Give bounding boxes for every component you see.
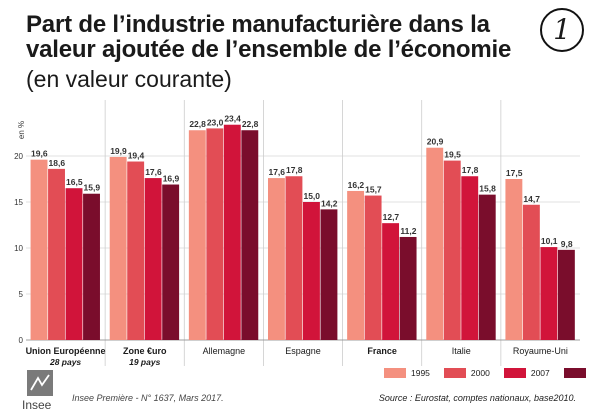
data-label: 22,8: [189, 119, 206, 129]
bar-2015: [83, 193, 100, 340]
data-label: 19,9: [110, 146, 127, 156]
legend-label: 1995: [411, 368, 430, 378]
legend-item-2015: 2015: [563, 368, 590, 378]
bar-2007: [144, 178, 162, 340]
data-label: 14,2: [321, 198, 338, 208]
bar-2007: [223, 124, 241, 340]
y-tick-label: 10: [14, 244, 23, 253]
data-label: 15,9: [84, 183, 101, 193]
figure-number-badge: 1: [540, 8, 584, 52]
data-label: 14,7: [523, 194, 540, 204]
data-label: 19,6: [31, 149, 48, 159]
bar-2007: [461, 176, 479, 340]
bar-2000: [127, 161, 145, 340]
bar-2007: [65, 188, 83, 340]
data-label: 19,4: [128, 151, 145, 161]
legend-swatch: [384, 368, 406, 378]
insee-logo-text: Insee: [22, 398, 52, 412]
data-label: 17,5: [506, 168, 523, 178]
data-label: 19,5: [444, 150, 461, 160]
bar-2015: [320, 209, 338, 340]
source-note: Source : Eurostat, comptes nationaux, ba…: [378, 393, 576, 403]
legend-label: 2007: [530, 368, 550, 378]
data-label: 16,5: [66, 177, 83, 187]
legend-swatch: [443, 368, 466, 378]
category-sublabel: 28 pays: [49, 357, 81, 367]
legend-label: 2000: [470, 368, 490, 378]
category-label: France: [367, 346, 397, 356]
bar-2015: [241, 130, 259, 340]
publication-note: Insee Première - N° 1637, Mars 2017.: [72, 393, 224, 403]
y-axis-label: en %: [17, 121, 26, 139]
category-label: Allemagne: [203, 346, 246, 356]
y-tick-label: 20: [14, 152, 23, 161]
legend: 1995 2000 2007 2015: [384, 368, 590, 378]
bar-2000: [522, 204, 540, 340]
legend-item-2007: 2007: [503, 368, 550, 378]
data-label: 16,2: [348, 180, 365, 190]
bar-2000: [285, 176, 303, 340]
bar-1995: [426, 147, 444, 340]
data-label: 17,6: [145, 167, 162, 177]
data-label: 10,1: [541, 236, 558, 246]
data-label: 15,7: [365, 185, 382, 195]
category-label: Union Européenne: [26, 346, 106, 356]
data-label: 11,2: [400, 226, 416, 236]
category-label: Zone €uro: [123, 346, 167, 356]
category-sublabel: 19 pays: [129, 357, 160, 367]
data-label: 16,9: [163, 174, 180, 184]
insee-logo-mark: [27, 370, 53, 396]
data-label: 22,8: [242, 119, 259, 129]
data-label: 9,8: [561, 239, 573, 249]
bar-2000: [443, 160, 461, 340]
bar-1995: [30, 159, 48, 340]
bar-2015: [399, 236, 417, 340]
bar-1995: [188, 130, 206, 340]
bar-2015: [557, 249, 575, 340]
data-label: 17,6: [268, 167, 285, 177]
data-label: 18,6: [49, 158, 66, 168]
y-tick-label: 15: [14, 198, 23, 207]
data-label: 12,7: [383, 212, 400, 222]
chart-subtitle: (en valeur courante): [26, 66, 232, 92]
data-label: 23,0: [207, 117, 224, 127]
legend-swatch: [503, 368, 526, 378]
data-label: 17,8: [286, 165, 303, 175]
legend-item-2000: 2000: [443, 368, 490, 378]
data-label: 20,9: [427, 137, 444, 147]
data-label: 17,8: [462, 165, 479, 175]
category-label: Royaume-Uni: [513, 346, 568, 356]
data-label: 15,0: [303, 191, 320, 201]
insee-logo-icon: [30, 374, 50, 391]
bar-1995: [109, 156, 127, 340]
legend-item-1995: 1995: [384, 368, 430, 378]
bar-2015: [162, 184, 180, 340]
insee-logo: Insee: [22, 370, 62, 412]
bar-2015: [478, 194, 496, 340]
bar-2007: [382, 223, 400, 340]
bar-2007: [540, 247, 558, 340]
y-tick-label: 0: [19, 336, 24, 345]
bar-2000: [364, 195, 382, 340]
category-label: Italie: [452, 346, 471, 356]
category-label: Espagne: [285, 346, 321, 356]
chart-title: Part de l’industrie manufacturière dans …: [26, 11, 512, 63]
legend-swatch: [563, 368, 586, 378]
bar-2007: [303, 202, 320, 340]
bar-2000: [48, 168, 65, 340]
bar-1995: [347, 190, 365, 340]
y-tick-label: 5: [19, 290, 24, 299]
bar-1995: [268, 178, 285, 340]
bar-2000: [206, 128, 224, 340]
bar-1995: [505, 179, 523, 340]
data-label: 23,4: [224, 114, 241, 124]
data-label: 15,8: [479, 184, 496, 194]
